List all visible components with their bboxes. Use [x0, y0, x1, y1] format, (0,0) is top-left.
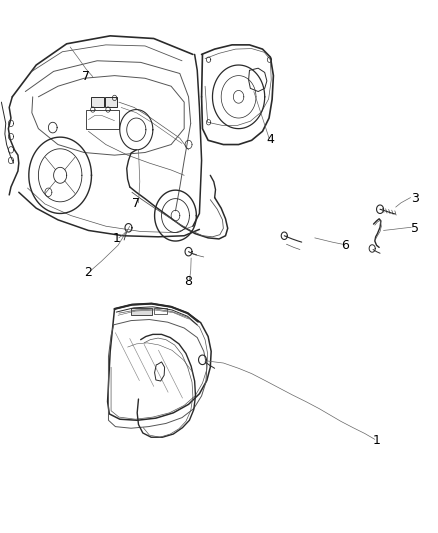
Text: 6: 6: [341, 239, 349, 252]
Text: 7: 7: [132, 197, 140, 211]
Text: 7: 7: [82, 70, 90, 83]
Text: 1: 1: [113, 232, 120, 245]
Bar: [91, 97, 104, 108]
Text: 2: 2: [84, 266, 92, 279]
Bar: [131, 308, 152, 316]
Text: 3: 3: [411, 192, 419, 205]
Text: 8: 8: [184, 275, 192, 288]
Text: 1: 1: [373, 434, 381, 447]
Bar: [154, 309, 167, 314]
Text: 5: 5: [411, 222, 419, 235]
Bar: [86, 110, 119, 128]
Bar: [105, 97, 117, 108]
Text: 4: 4: [266, 133, 274, 146]
